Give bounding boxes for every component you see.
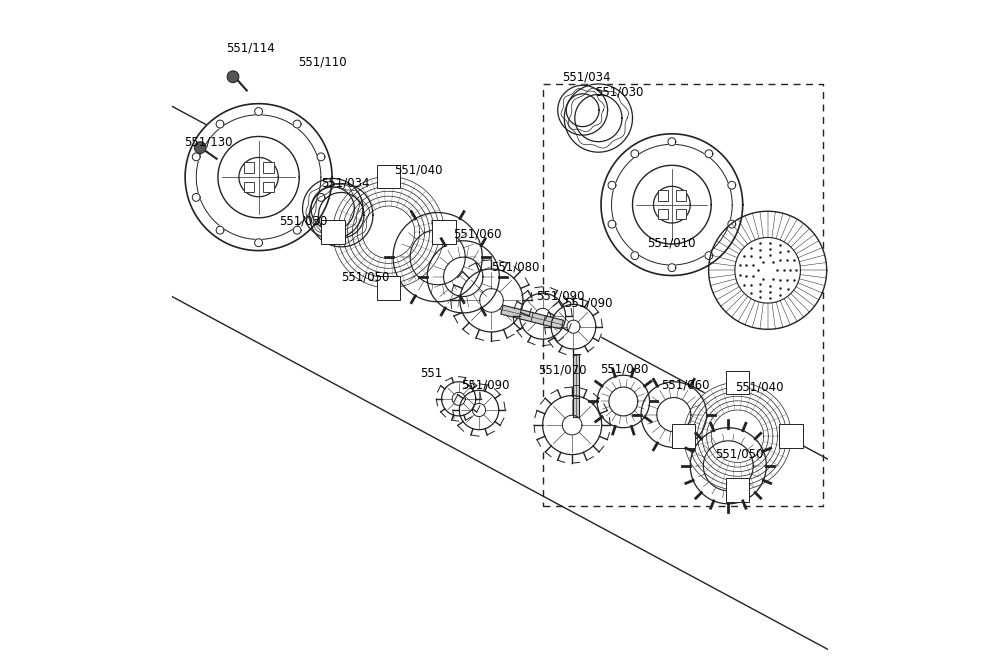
Polygon shape xyxy=(690,428,766,504)
Polygon shape xyxy=(668,138,676,146)
Polygon shape xyxy=(728,220,736,228)
Polygon shape xyxy=(564,84,633,152)
Polygon shape xyxy=(608,181,616,189)
Text: 551/030: 551/030 xyxy=(595,85,643,98)
Text: 551/090: 551/090 xyxy=(536,290,585,303)
Polygon shape xyxy=(303,178,363,239)
Text: 551/034: 551/034 xyxy=(562,70,611,83)
Polygon shape xyxy=(216,120,224,128)
FancyBboxPatch shape xyxy=(377,165,400,188)
Polygon shape xyxy=(451,260,532,341)
Polygon shape xyxy=(597,375,650,428)
Text: 551/114: 551/114 xyxy=(226,41,275,54)
Bar xyxy=(263,182,274,192)
FancyBboxPatch shape xyxy=(779,424,803,448)
Polygon shape xyxy=(317,194,325,201)
Polygon shape xyxy=(216,226,224,234)
Text: 551/060: 551/060 xyxy=(453,228,501,241)
Polygon shape xyxy=(255,108,263,115)
Polygon shape xyxy=(558,85,608,135)
Text: 551/090: 551/090 xyxy=(461,379,509,392)
Polygon shape xyxy=(705,252,713,260)
Polygon shape xyxy=(601,134,743,276)
Polygon shape xyxy=(192,194,200,201)
Polygon shape xyxy=(436,377,481,421)
FancyBboxPatch shape xyxy=(726,478,749,502)
Polygon shape xyxy=(709,211,827,329)
Text: 551/040: 551/040 xyxy=(735,380,783,394)
Polygon shape xyxy=(192,153,200,161)
FancyBboxPatch shape xyxy=(377,276,400,300)
Bar xyxy=(676,190,686,201)
Text: 551/130: 551/130 xyxy=(184,136,232,149)
Polygon shape xyxy=(513,287,572,346)
Circle shape xyxy=(194,142,206,154)
Bar xyxy=(263,162,274,173)
Text: 551/090: 551/090 xyxy=(564,297,613,310)
Polygon shape xyxy=(453,384,505,436)
Text: 551/110: 551/110 xyxy=(299,56,347,69)
Text: 551/080: 551/080 xyxy=(600,363,648,376)
Polygon shape xyxy=(317,153,325,161)
Bar xyxy=(658,209,668,219)
Text: 551/050: 551/050 xyxy=(341,271,390,284)
Text: 551/034: 551/034 xyxy=(322,177,370,190)
Polygon shape xyxy=(427,241,499,313)
Polygon shape xyxy=(255,239,263,247)
Polygon shape xyxy=(545,298,602,356)
FancyBboxPatch shape xyxy=(321,220,345,244)
FancyBboxPatch shape xyxy=(672,424,695,448)
Polygon shape xyxy=(393,213,482,302)
Text: 551/080: 551/080 xyxy=(491,260,540,274)
Polygon shape xyxy=(728,181,736,189)
Bar xyxy=(244,162,254,173)
Text: 551/040: 551/040 xyxy=(394,164,442,177)
Polygon shape xyxy=(631,150,639,157)
FancyBboxPatch shape xyxy=(432,220,456,244)
Text: 551/070: 551/070 xyxy=(538,364,587,377)
Polygon shape xyxy=(293,120,301,128)
Polygon shape xyxy=(631,252,639,260)
Polygon shape xyxy=(185,104,332,251)
Polygon shape xyxy=(641,382,707,447)
Polygon shape xyxy=(310,184,373,247)
Circle shape xyxy=(227,71,239,83)
Bar xyxy=(676,209,686,219)
Bar xyxy=(244,182,254,192)
Polygon shape xyxy=(684,382,791,490)
Polygon shape xyxy=(333,176,444,288)
Polygon shape xyxy=(534,387,610,463)
FancyBboxPatch shape xyxy=(726,371,749,394)
Text: 551/050: 551/050 xyxy=(715,448,764,461)
Polygon shape xyxy=(668,264,676,272)
Polygon shape xyxy=(293,226,301,234)
Polygon shape xyxy=(501,305,563,329)
Text: 551/030: 551/030 xyxy=(279,215,327,228)
Bar xyxy=(658,190,668,201)
Text: 551: 551 xyxy=(420,367,442,380)
Polygon shape xyxy=(573,354,579,417)
Text: 551/010: 551/010 xyxy=(648,236,696,249)
Polygon shape xyxy=(705,150,713,157)
Polygon shape xyxy=(608,220,616,228)
Text: 551/060: 551/060 xyxy=(661,379,709,392)
